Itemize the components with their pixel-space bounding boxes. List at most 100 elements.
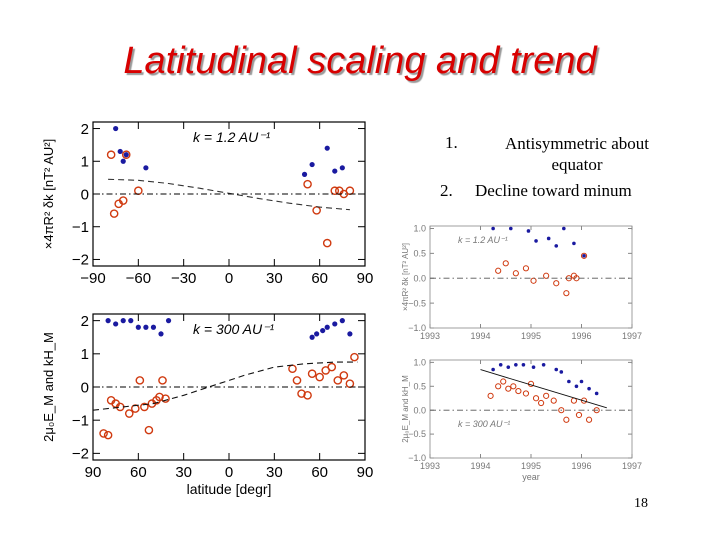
y-tick-label: −0.5 — [408, 298, 426, 308]
x-tick-label: 1997 — [622, 461, 642, 471]
x-tick-label: 1993 — [420, 331, 440, 341]
data-point-red — [330, 186, 340, 196]
data-point-red — [303, 179, 312, 189]
data-point-blue — [324, 324, 330, 330]
data-point-red — [495, 267, 502, 274]
plot-frame-bottom-right — [429, 359, 633, 459]
data-point-red — [106, 150, 116, 160]
y-tick-label: −2 — [72, 252, 89, 269]
data-point-blue — [320, 327, 326, 334]
data-point-red — [532, 395, 540, 402]
data-point-red — [575, 411, 583, 419]
data-point-blue — [128, 318, 134, 324]
data-point-blue — [113, 125, 119, 132]
data-point-blue — [594, 391, 599, 396]
data-point-blue — [120, 158, 126, 164]
data-point-red — [158, 376, 167, 385]
data-point-blue — [332, 321, 338, 327]
x-tick-label: 0 — [225, 270, 233, 287]
data-point-blue — [554, 244, 559, 248]
x-tick-label: −60 — [126, 270, 151, 287]
y-tick-label: 0.0 — [413, 405, 426, 415]
y-tick-label: −1.0 — [408, 453, 426, 463]
note-1-text: Antisymmetric about equator — [482, 133, 672, 175]
data-point-blue — [562, 226, 566, 231]
data-point-blue — [559, 370, 564, 374]
data-point-blue — [332, 168, 338, 174]
data-point-red — [118, 196, 128, 205]
data-point-red — [339, 371, 349, 380]
trend-line — [480, 369, 607, 409]
data-point-blue — [339, 165, 345, 171]
y-axis-label: 2μ₀E_M and kH_M — [401, 375, 410, 443]
data-point-blue — [541, 362, 546, 367]
data-point-red — [333, 376, 343, 385]
data-point-red — [543, 272, 550, 279]
y-tick-label: 0 — [81, 379, 89, 396]
slide-title: Latitudinal scaling and trend — [123, 40, 597, 82]
data-point-red — [140, 402, 149, 412]
data-point-blue — [582, 254, 586, 258]
note-2-number: 2. — [440, 181, 453, 200]
x-tick-label: 1994 — [470, 461, 490, 471]
data-point-blue — [113, 321, 119, 327]
data-point-blue — [165, 318, 172, 324]
data-point-blue — [158, 331, 164, 337]
x-tick-label: 1995 — [521, 331, 541, 341]
data-point-red — [345, 379, 355, 388]
x-tick-label: 90 — [357, 270, 374, 287]
data-point-red — [121, 150, 131, 160]
note-1-line1: Antisymmetric about — [504, 134, 649, 153]
x-tick-label: 1995 — [521, 461, 541, 471]
data-point-red — [515, 387, 522, 395]
x-tick-label: −90 — [80, 270, 105, 287]
data-point-blue — [509, 226, 513, 231]
data-point-blue — [579, 379, 584, 384]
data-point-blue — [150, 324, 157, 330]
x-tick-label: 90 — [357, 464, 374, 481]
x-tick-label: 1996 — [571, 331, 591, 341]
y-tick-label: 0 — [81, 186, 89, 203]
data-point-blue — [105, 318, 111, 324]
data-point-blue — [521, 362, 526, 367]
trend-line — [108, 178, 350, 211]
data-point-blue — [143, 165, 149, 171]
y-tick-label: 1.0 — [413, 358, 426, 368]
chart-annotation: k = 300 AU⁻¹ — [193, 321, 275, 337]
data-point-blue — [301, 171, 308, 177]
x-tick-label: 1996 — [571, 461, 591, 471]
slide-number: 18 — [634, 496, 648, 511]
data-point-red — [530, 277, 537, 284]
data-point-red — [155, 392, 164, 402]
data-point-red — [131, 404, 140, 413]
data-point-blue — [491, 226, 495, 231]
data-point-red — [288, 364, 297, 374]
y-tick-label: 0.5 — [413, 249, 426, 259]
data-point-red — [327, 362, 337, 372]
chart-annotation: k = 300 AU⁻¹ — [458, 419, 510, 429]
data-point-red — [350, 352, 359, 362]
data-point-blue — [347, 331, 353, 337]
y-axis-label: ×4πR² δk [nT² AU²] — [41, 139, 56, 249]
data-point-red — [345, 186, 355, 196]
x-tick-label: 30 — [266, 270, 283, 287]
data-point-red — [522, 265, 530, 272]
data-point-blue — [135, 324, 141, 330]
data-point-red — [563, 290, 570, 297]
data-point-red — [161, 394, 170, 403]
data-point-blue — [339, 318, 345, 324]
data-point-red — [292, 376, 302, 385]
data-point-red — [522, 390, 530, 397]
data-point-blue — [574, 384, 579, 389]
data-point-blue — [309, 161, 315, 168]
y-tick-label: 0.0 — [413, 273, 426, 283]
data-point-red — [580, 397, 588, 404]
data-point-blue — [324, 145, 330, 151]
data-point-red — [103, 430, 113, 440]
data-point-blue — [587, 386, 591, 391]
data-point-blue — [117, 148, 123, 155]
data-point-red — [495, 383, 502, 390]
data-point-red — [307, 369, 317, 379]
data-point-blue — [567, 379, 571, 384]
x-tick-label: 1997 — [622, 331, 642, 341]
